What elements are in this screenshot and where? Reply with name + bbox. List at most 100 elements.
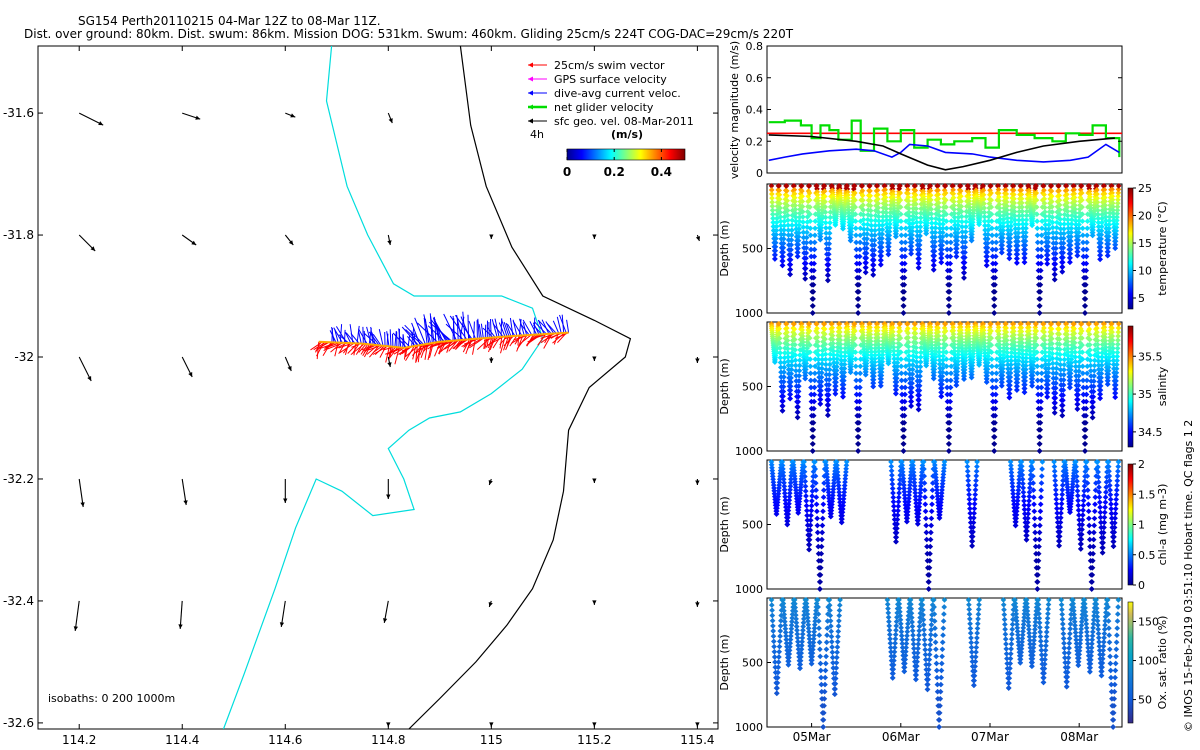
swim-vector (472, 338, 476, 355)
profile-sample-marker (832, 222, 839, 228)
profile-sample-marker (777, 214, 784, 220)
velocity-y-tick-label: 0 (756, 167, 763, 180)
profile-sample-marker (822, 209, 829, 216)
map-y-tick-label: -31.8 (3, 228, 34, 242)
geo-velocity-arrow (695, 234, 700, 242)
geo-velocity-arrow (285, 112, 296, 118)
dive-avg-current-vector (534, 321, 547, 335)
dive-avg-current-vector (478, 324, 482, 339)
profile-sample-marker (823, 230, 829, 237)
profile-sample-marker (811, 246, 818, 253)
profile-sample-marker (884, 236, 891, 243)
profile-sample-marker (779, 253, 785, 260)
profile-sample-marker (883, 209, 890, 216)
swim-vector (393, 347, 405, 355)
profile-sample-marker (907, 235, 914, 242)
profile-sample-marker (793, 218, 799, 225)
profile-sample-marker (786, 261, 793, 268)
profile-sample-marker (902, 246, 909, 253)
profile-sample-marker (883, 205, 889, 212)
profile-sample-marker (799, 203, 806, 210)
profile-sample-marker (898, 218, 904, 225)
salinity-colorbar (1127, 325, 1134, 448)
profile-sample-marker (768, 183, 775, 189)
swim-vector (487, 337, 493, 349)
geo-velocity-arrow (283, 479, 288, 503)
legend-label: 25cm/s swim vector (554, 59, 665, 72)
profile-sample-marker (852, 218, 859, 225)
profile-sample-marker (909, 216, 916, 223)
profile-sample-marker (864, 226, 871, 233)
geo-velocity-arrow (73, 600, 80, 631)
dive-avg-current-vector (345, 332, 356, 344)
profile-sample-marker (770, 215, 776, 222)
profile-sample-marker (869, 252, 876, 258)
dive-avg-current-vector (556, 316, 562, 334)
profile-sample-marker (899, 253, 905, 260)
profile-sample-marker (822, 204, 829, 210)
dive-avg-current-vector (398, 328, 402, 348)
profile-sample-marker (898, 232, 905, 239)
profile-sample-marker (823, 240, 830, 247)
velocity-y-tick-label: 0.6 (746, 72, 764, 85)
profile-sample-marker (826, 235, 833, 242)
swim-vector (440, 340, 454, 353)
profile-sample-marker (786, 246, 792, 253)
profile-sample-marker (806, 183, 813, 189)
legend-label: net glider velocity (554, 101, 654, 114)
profile-sample-marker (807, 204, 813, 210)
profile-sample-marker (859, 183, 866, 189)
profile-sample-marker (802, 275, 809, 282)
profile-sample-marker (904, 183, 911, 189)
profile-sample-marker (801, 260, 808, 267)
profile-sample-marker (861, 240, 868, 247)
depth-axis-label: Depth (m) (718, 358, 731, 414)
profile-sample-marker (897, 204, 904, 210)
profile-sample-marker (821, 188, 828, 195)
dive-avg-current-vector (334, 329, 339, 343)
isobath-200-line (222, 46, 544, 729)
profile-sample-marker (781, 222, 788, 229)
dive-avg-current-vector (506, 323, 516, 337)
colorbar-tick-label: 0.2 (604, 165, 625, 179)
profile-sample-marker (793, 226, 800, 232)
profile-sample-marker (808, 260, 815, 267)
profile-sample-marker (854, 296, 861, 302)
profile-sample-marker (840, 225, 846, 232)
velocity-series-line (768, 119, 1121, 158)
profile-sample-marker (778, 236, 785, 242)
profile-sample-marker (799, 193, 805, 200)
profile-sample-marker (776, 191, 783, 198)
dive-avg-current-vector (529, 321, 537, 335)
temperature-colorbar-label: temperature (°C) (1156, 201, 1169, 295)
profile-sample-marker (885, 251, 892, 258)
profile-sample-marker (907, 239, 914, 246)
profile-sample-marker (876, 218, 882, 224)
profile-sample-marker (807, 239, 814, 246)
profile-sample-marker (870, 262, 876, 268)
geo-velocity-arrow (182, 112, 201, 120)
profile-sample-marker (770, 231, 777, 238)
dive-avg-current-vector (456, 318, 459, 341)
profile-sample-marker (899, 267, 906, 274)
profile-sample-marker (870, 267, 876, 273)
profile-sample-marker (902, 225, 909, 232)
dive-avg-current-vector (366, 326, 372, 345)
velocity-series-line (768, 143, 1120, 163)
dive-avg-current-vector (473, 321, 475, 339)
dive-avg-current-vector (417, 322, 438, 343)
profile-sample-marker (912, 183, 918, 189)
depth-axis-label: Depth (m) (718, 496, 731, 552)
dive-avg-current-vector (480, 323, 484, 339)
dive-avg-current-vector (449, 315, 468, 340)
geo-velocity-arrow (695, 479, 700, 485)
dive-avg-current-vector (389, 329, 392, 347)
profile-sample-marker (908, 250, 914, 257)
profile-sample-marker (902, 239, 909, 246)
profile-sample-marker (869, 237, 875, 244)
profile-sample-marker (862, 269, 869, 276)
profile-sample-marker (876, 239, 883, 246)
dive-avg-current-vector (350, 333, 360, 344)
profile-sample-marker (846, 216, 853, 223)
